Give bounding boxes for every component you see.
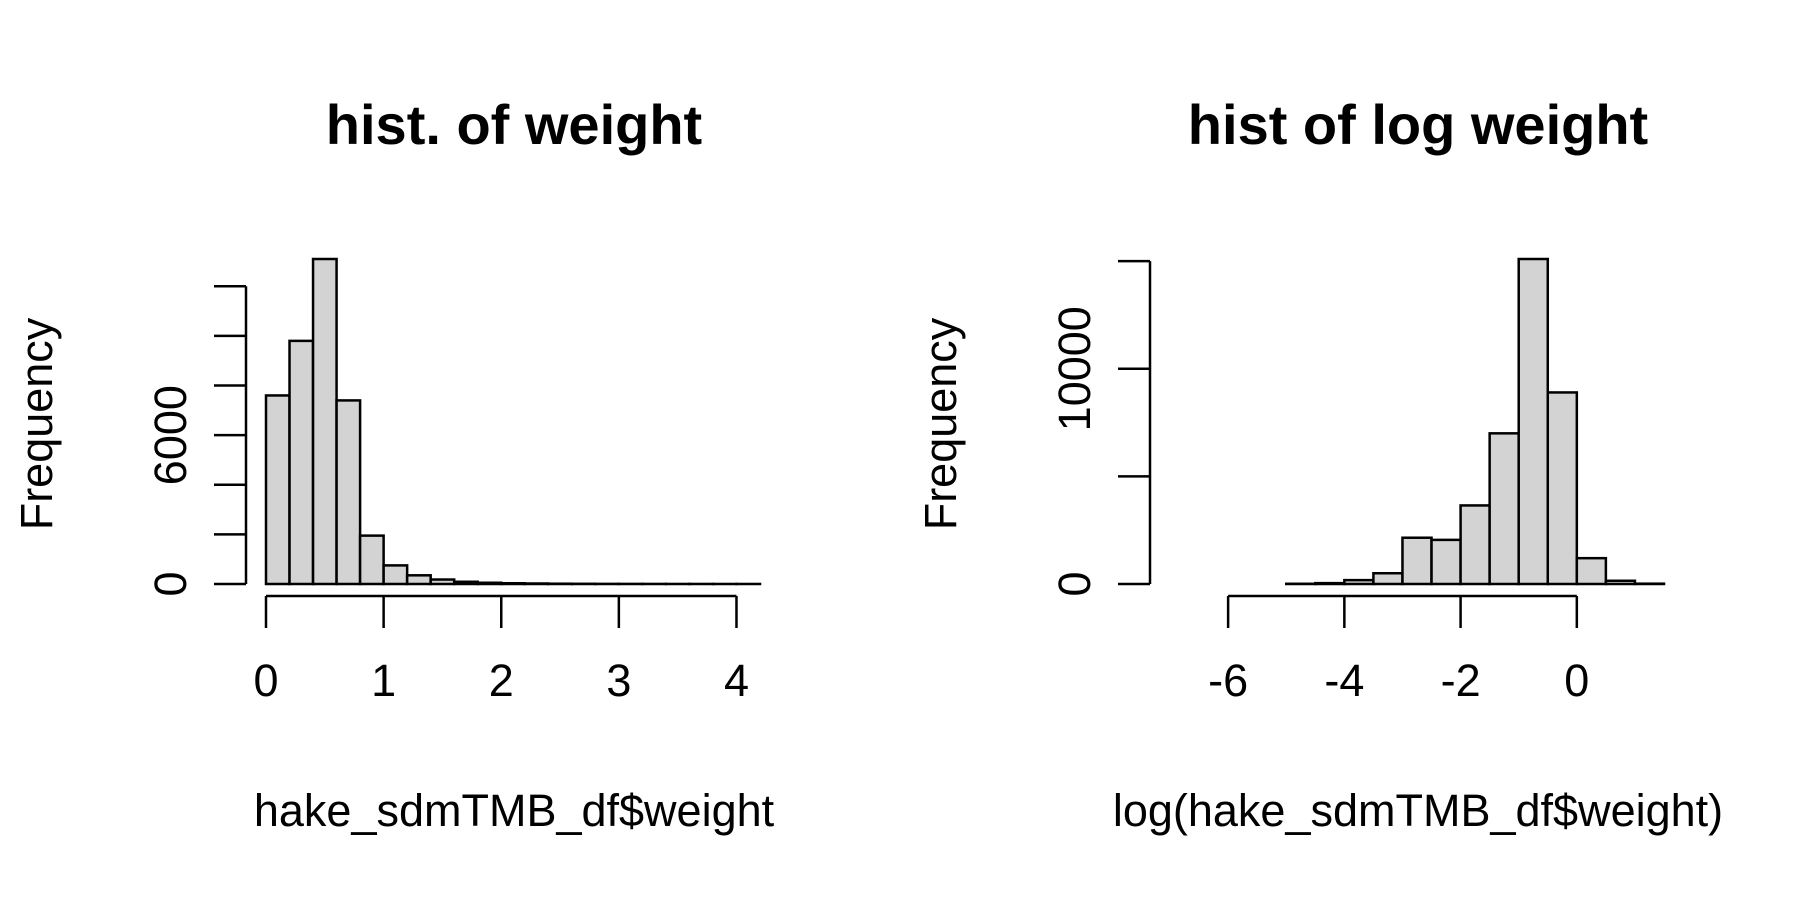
x-tick-label: -4 <box>1324 655 1364 706</box>
y-tick-label: 10000 <box>1049 306 1100 431</box>
x-tick-label: 0 <box>253 655 278 706</box>
histogram-bar <box>499 582 527 586</box>
histogram-bar <box>476 581 503 586</box>
histogram-bar <box>382 564 409 586</box>
histogram-bar <box>1459 504 1491 586</box>
y-tick-label: 6000 <box>145 385 196 485</box>
y-axis: 0 10000 <box>1049 259 1152 597</box>
histogram-bar <box>429 578 456 586</box>
histogram-bar <box>405 574 432 586</box>
x-axis: 0 1 2 3 4 <box>253 594 749 706</box>
histogram-bar <box>358 534 385 586</box>
histogram-bar <box>1401 536 1433 586</box>
y-tick-label: 0 <box>1049 571 1100 596</box>
weight-histogram-panel: hist. of weight hake_sdmTMB_df$weight Fr… <box>11 93 775 836</box>
histogram-bar <box>1314 581 1346 586</box>
histogram-bar <box>1343 578 1375 586</box>
histogram-bar <box>311 257 338 586</box>
chart-title: hist. of weight <box>326 93 702 156</box>
x-axis: -6 -4 -2 0 <box>1208 594 1589 706</box>
y-axis-label: Frequency <box>915 317 966 530</box>
histogram-bar <box>264 394 291 586</box>
histogram-bar <box>1546 391 1579 586</box>
histogram-bar <box>335 399 362 586</box>
histogram-bar <box>452 580 479 586</box>
x-axis-label: hake_sdmTMB_df$weight <box>254 785 775 836</box>
x-tick-label: -2 <box>1441 655 1481 706</box>
y-axis-label: Frequency <box>11 317 62 530</box>
x-tick-label: 0 <box>1564 655 1589 706</box>
y-axis: 0 6000 <box>145 285 248 597</box>
histogram-bar <box>1604 579 1637 586</box>
histogram-bar <box>1517 257 1550 586</box>
x-axis-label: log(hake_sdmTMB_df$weight) <box>1113 785 1723 836</box>
histogram-bar <box>1488 432 1520 586</box>
x-tick-label: 1 <box>371 655 396 706</box>
x-tick-label: -6 <box>1208 655 1248 706</box>
histogram-bars <box>1284 257 1666 586</box>
x-tick-label: 2 <box>489 655 514 706</box>
chart-title: hist of log weight <box>1188 93 1648 156</box>
histogram-bar <box>1430 538 1462 586</box>
log-weight-histogram-panel: hist of log weight log(hake_sdmTMB_df$we… <box>915 93 1723 836</box>
x-tick-label: 4 <box>724 655 749 706</box>
histogram-bars <box>264 257 762 586</box>
y-tick-label: 0 <box>145 571 196 596</box>
histogram-bar <box>1372 571 1404 586</box>
histogram-bar <box>1575 556 1608 586</box>
histogram-bar <box>288 339 315 586</box>
x-tick-label: 3 <box>606 655 631 706</box>
